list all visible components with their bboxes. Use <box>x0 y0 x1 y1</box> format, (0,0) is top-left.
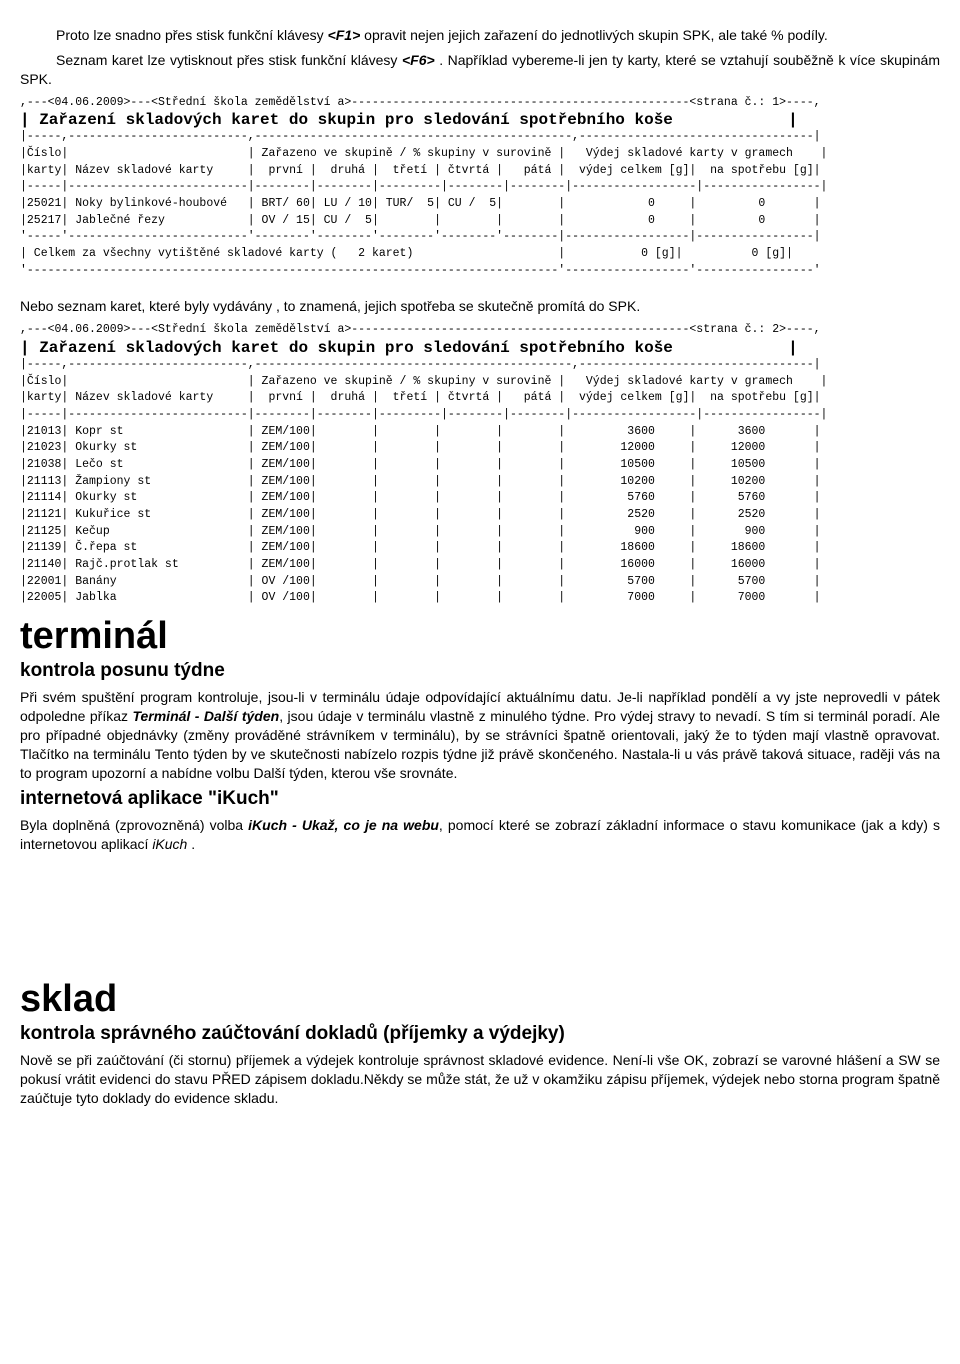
report-1-meta: ,---<04.06.2009>---<Střední škola zemědě… <box>20 95 940 112</box>
emphasis-ikuch-ukaz: iKuch - Ukaž, co je na webu <box>248 817 439 833</box>
text: . <box>191 836 195 852</box>
report-2-row: |21125| Kečup | ZEM/100| | | | | 900 | 9… <box>20 524 940 541</box>
report-2-row: |21013| Kopr st | ZEM/100| | | | | 3600 … <box>20 424 940 441</box>
report-2-row: |21038| Lečo st | ZEM/100| | | | | 10500… <box>20 457 940 474</box>
report-2-row: |21113| Žampiony st | ZEM/100| | | | | 1… <box>20 474 940 491</box>
intro-para-2: Seznam karet lze vytisknout přes stisk f… <box>20 51 940 89</box>
report-1-header2: |karty| Název skladové karty | první | d… <box>20 163 940 180</box>
report-2-sep: |-----,--------------------------,------… <box>20 357 940 374</box>
heading-sklad: sklad <box>20 978 940 1021</box>
report-1-row: |25021| Noky bylinkové-houbové | BRT/ 60… <box>20 196 940 213</box>
key-f1: <F1> <box>328 27 361 43</box>
heading-kontrola-posunu: kontrola posunu týdne <box>20 660 940 682</box>
report-1-row: |25217| Jablečné řezy | OV / 15| CU / 5|… <box>20 213 940 230</box>
ikuch-para: Byla doplněná (zprovozněná) volba iKuch … <box>20 816 940 854</box>
key-f6: <F6> <box>402 52 435 68</box>
report-2-meta: ,---<04.06.2009>---<Střední škola zemědě… <box>20 322 940 339</box>
zauctovani-para: Nově se při zaúčtování (či stornu) příje… <box>20 1051 940 1108</box>
report-1-title: | Zařazení skladových karet do skupin pr… <box>20 111 940 129</box>
report-2-row: |21139| Č.řepa st | ZEM/100| | | | | 186… <box>20 540 940 557</box>
text: Byla doplněná (zprovozněná) volba <box>20 817 248 833</box>
text: Proto lze snadno přes stisk funkční kláv… <box>56 27 328 43</box>
report-1-sep: |-----|--------------------------|------… <box>20 179 940 196</box>
text: Seznam karet lze vytisknout přes stisk f… <box>56 52 402 68</box>
middle-para: Nebo seznam karet, které byly vydávány ,… <box>20 297 940 316</box>
report-2-row: |21114| Okurky st | ZEM/100| | | | | 576… <box>20 490 940 507</box>
report-2-row: |21121| Kukuřice st | ZEM/100| | | | | 2… <box>20 507 940 524</box>
heading-terminal: terminál <box>20 615 940 658</box>
report-2-row: |22001| Banány | OV /100| | | | | 5700 |… <box>20 574 940 591</box>
kontrola-para: Při svém spuštění program kontroluje, js… <box>20 688 940 782</box>
report-1-sep: '-----'--------------------------'------… <box>20 229 940 246</box>
report-2-row: |21140| Rajč.protlak st | ZEM/100| | | |… <box>20 557 940 574</box>
heading-zauctovani: kontrola správného zaúčtování dokladů (p… <box>20 1023 940 1045</box>
report-1-total: | Celkem za všechny vytištěné skladové k… <box>20 246 940 263</box>
report-2-header2: |karty| Název skladové karty | první | d… <box>20 390 940 407</box>
emphasis-ikuch: iKuch <box>152 836 191 852</box>
report-2-row: |21023| Okurky st | ZEM/100| | | | | 120… <box>20 440 940 457</box>
spacer <box>20 860 940 970</box>
report-2-header1: |Číslo| | Zařazeno ve skupině / % skupin… <box>20 374 940 391</box>
report-2-sep: |-----|--------------------------|------… <box>20 407 940 424</box>
text: opravit nejen jejich zařazení do jednotl… <box>360 27 827 43</box>
report-2-row: |22005| Jablka | OV /100| | | | | 7000 |… <box>20 590 940 607</box>
report-2-title: | Zařazení skladových karet do skupin pr… <box>20 339 940 357</box>
report-1-sep: '---------------------------------------… <box>20 263 940 280</box>
report-1-header1: |Číslo| | Zařazeno ve skupině / % skupin… <box>20 146 940 163</box>
report-1-sep: |-----,--------------------------,------… <box>20 129 940 146</box>
intro-para-1: Proto lze snadno přes stisk funkční kláv… <box>20 26 940 45</box>
heading-ikuch: internetová aplikace "iKuch" <box>20 788 940 810</box>
emphasis-terminal: Terminál - Další týden <box>132 708 279 724</box>
